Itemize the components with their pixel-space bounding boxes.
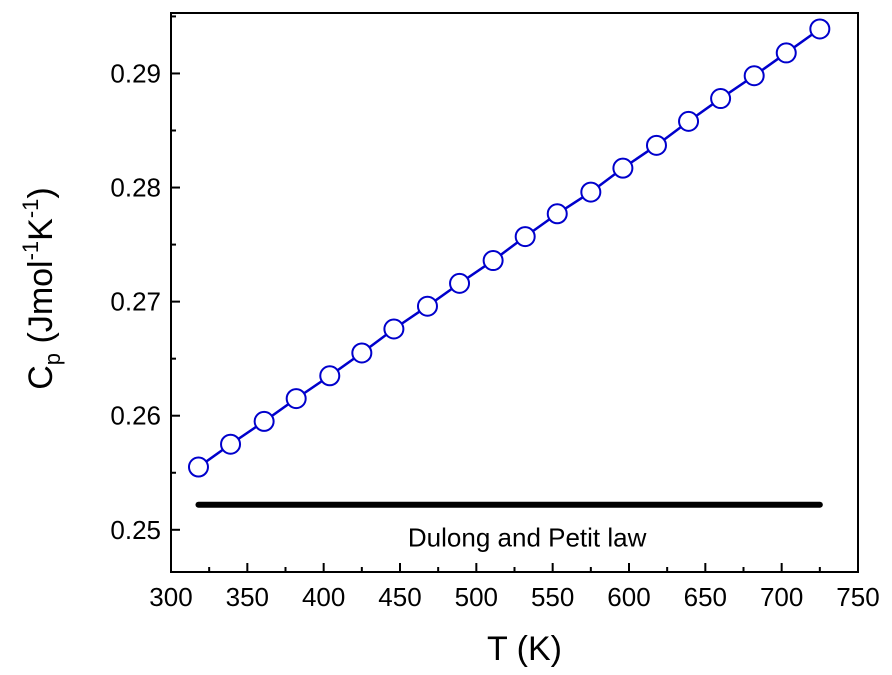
data-point [253, 410, 275, 432]
data-point [319, 365, 341, 387]
x-axis-label: T (K) [487, 630, 562, 668]
y-label-units-k: K [22, 218, 60, 241]
data-point [809, 18, 831, 40]
x-tick-labels: 300 350 400 450 500 550 600 650 700 750 [149, 582, 879, 612]
x-tick-label: 700 [760, 582, 803, 612]
x-tick-label: 650 [684, 582, 727, 612]
data-point [514, 226, 536, 248]
series-group [187, 18, 831, 478]
y-label-symbol: C [22, 365, 60, 390]
x-tick-label: 350 [226, 582, 269, 612]
x-tick-label: 600 [607, 582, 650, 612]
data-point [482, 250, 504, 272]
y-tick-labels: 0.25 0.26 0.27 0.28 0.29 [110, 58, 161, 544]
data-point [187, 456, 209, 478]
data-point [546, 203, 568, 225]
plot-area-frame [170, 12, 859, 573]
data-point [775, 42, 797, 64]
axis-ticks [170, 15, 859, 572]
y-tick-label: 0.29 [110, 58, 161, 88]
data-point [351, 342, 373, 364]
data-point [285, 388, 307, 410]
y-tick-label: 0.26 [110, 401, 161, 431]
x-tick-label: 300 [149, 582, 192, 612]
data-point [416, 295, 438, 317]
y-tick-label: 0.28 [110, 173, 161, 203]
data-point [678, 110, 700, 132]
data-point [580, 181, 602, 203]
x-tick-label: 500 [455, 582, 498, 612]
data-point [743, 65, 765, 87]
data-point [220, 433, 242, 455]
data-point [710, 88, 732, 110]
y-axis-label: Cp (Jmol-1K-1) [18, 187, 65, 390]
data-point [612, 157, 634, 179]
reference-line-label: Dulong and Petit law [408, 523, 647, 553]
x-tick-label: 450 [378, 582, 421, 612]
y-tick-label: 0.27 [110, 287, 161, 317]
y-label-subscript: p [40, 353, 65, 365]
y-label-exponent-1: -1 [18, 241, 43, 261]
data-point [645, 134, 667, 156]
data-point [449, 272, 471, 294]
data-point [383, 318, 405, 340]
y-label-units-open: (Jmol [22, 260, 60, 353]
x-tick-label: 550 [531, 582, 574, 612]
y-label-units-close: ) [22, 187, 60, 198]
x-tick-label: 750 [836, 582, 879, 612]
y-label-exponent-2: -1 [18, 199, 43, 219]
x-tick-label: 400 [302, 582, 345, 612]
y-tick-label: 0.25 [110, 515, 161, 545]
